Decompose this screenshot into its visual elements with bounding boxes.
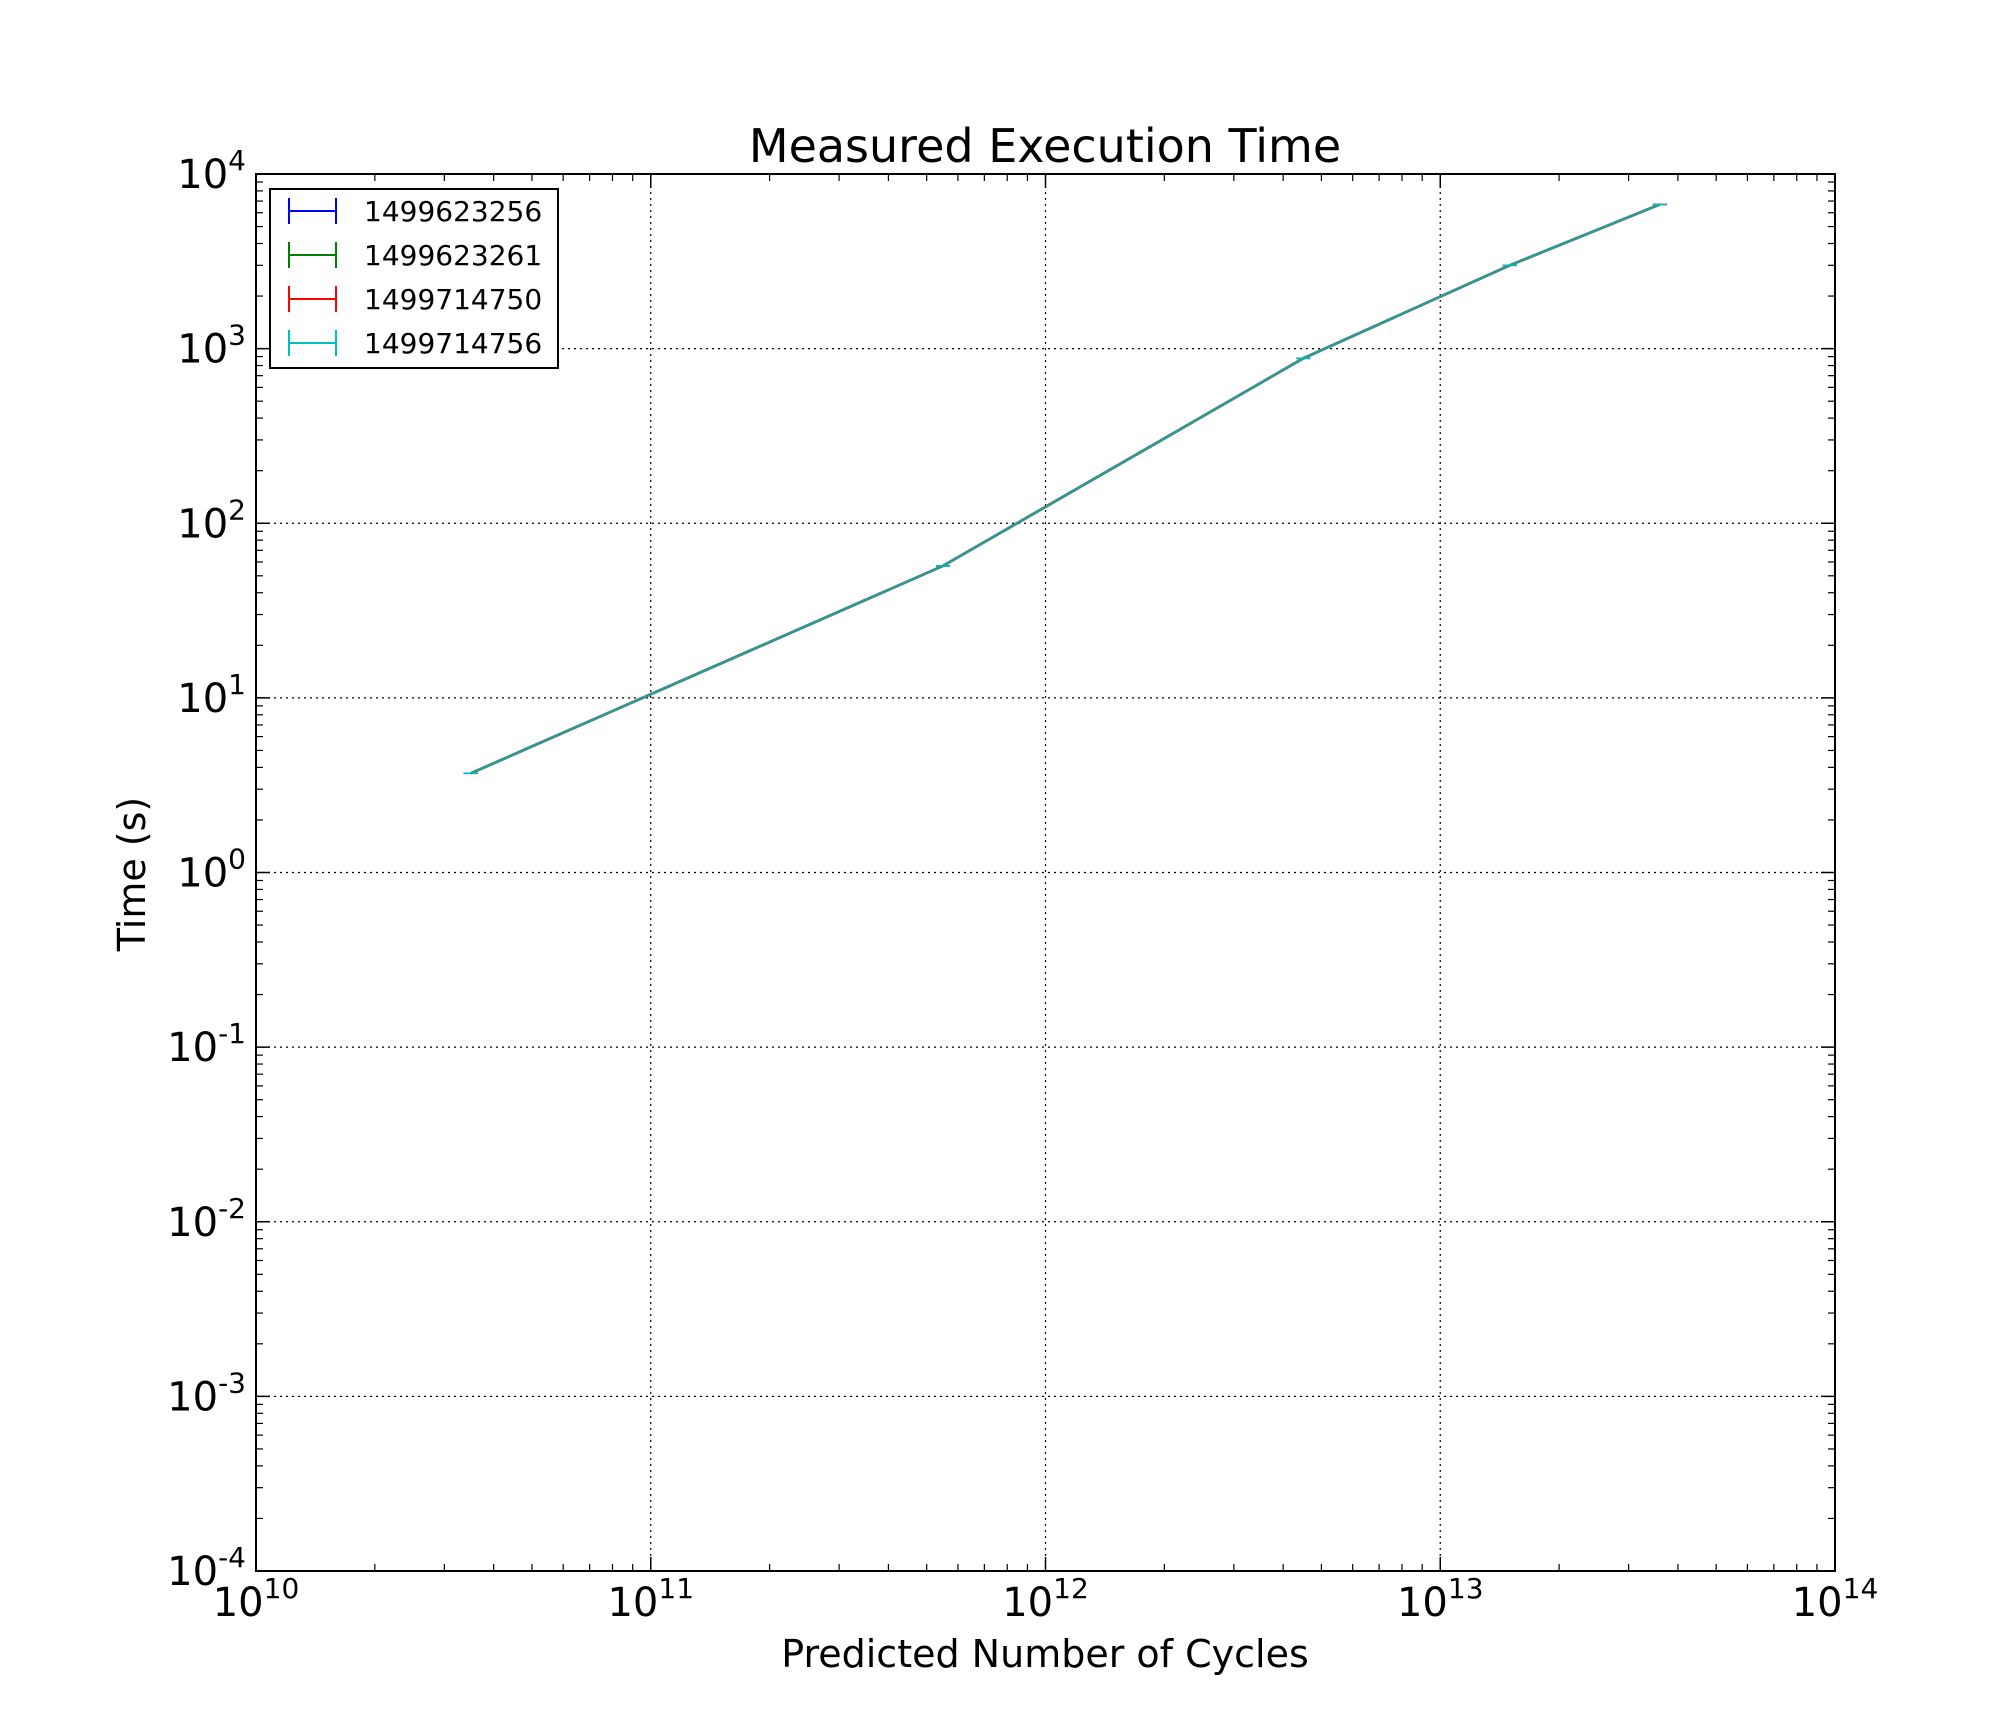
series-line-1499623261: [470, 203, 1661, 775]
series-line-1499714750: [470, 203, 1661, 775]
legend-entry: 1499714750: [288, 283, 542, 316]
legend-label: 1499714750: [364, 283, 542, 316]
chart-title: Measured Execution Time: [749, 119, 1341, 173]
x-axis-label: Predicted Number of Cycles: [781, 1632, 1309, 1676]
y-axis-label: Time (s): [110, 797, 154, 953]
legend-entry: 1499714756: [288, 327, 542, 360]
y-tick-label: 100: [177, 843, 246, 897]
y-tick-label: 104: [177, 144, 246, 198]
y-tick-label: 10-2: [167, 1192, 246, 1246]
x-tick-label: 1011: [607, 1572, 694, 1626]
minor-ticks: [256, 174, 1835, 1571]
grid: [256, 174, 1835, 1571]
x-tick-label: 1010: [213, 1572, 300, 1626]
major-ticks: [255, 173, 1836, 1572]
series-line-1499623256: [470, 203, 1661, 775]
plot-area-frame: [255, 173, 1836, 1572]
y-tick-label: 10-4: [167, 1541, 246, 1595]
y-tick-label: 103: [177, 319, 246, 373]
series-layer: [463, 203, 1667, 775]
legend-label: 1499623256: [364, 195, 542, 228]
legend-frame: [269, 188, 559, 369]
x-tick-label: 1012: [1002, 1572, 1089, 1626]
x-tick-label: 1013: [1397, 1572, 1484, 1626]
legend-entry: 1499623261: [288, 239, 542, 272]
legend: 1499623256 1499623261 1499714750 1499714756: [269, 188, 559, 369]
y-tick-label: 102: [177, 493, 246, 547]
legend-label: 1499714756: [364, 327, 542, 360]
x-tick-label: 1014: [1792, 1572, 1879, 1626]
y-tick-labels: 10-4 10-3 10-2 10-1 100 101 102 103 104: [167, 144, 246, 1595]
y-tick-label: 101: [177, 668, 246, 722]
y-tick-label: 10-1: [167, 1017, 246, 1071]
y-tick-label: 10-3: [167, 1366, 246, 1420]
x-tick-labels: 1010 1011 1012 1013 1014: [213, 1572, 1879, 1626]
legend-label: 1499623261: [364, 239, 542, 272]
series-line-1499714756: [470, 203, 1661, 775]
legend-entry: 1499623256: [288, 195, 542, 228]
